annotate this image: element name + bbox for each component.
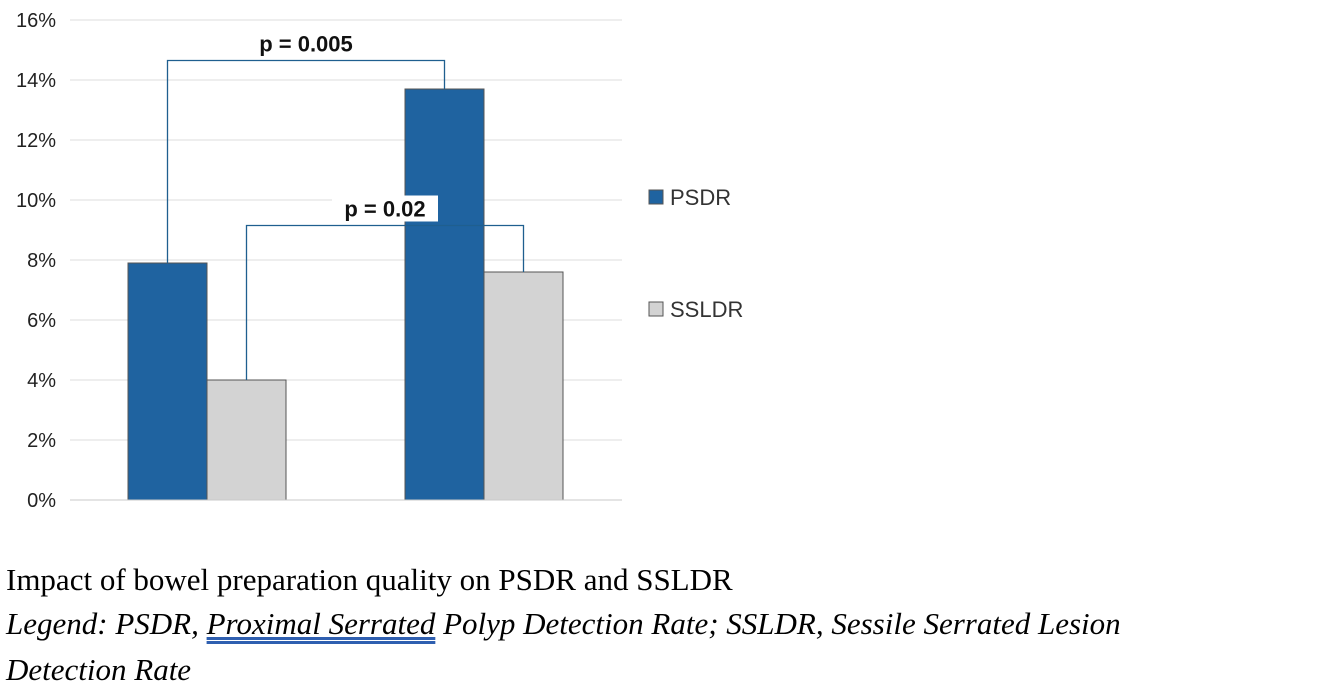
y-tick-label: 4% (27, 370, 56, 392)
legend-swatch-ssldr (648, 301, 664, 317)
y-tick-label: 6% (27, 310, 56, 332)
y-tick-label: 12% (16, 130, 56, 152)
bar-ssldr-1 (206, 379, 287, 501)
y-tick-label: 10% (16, 190, 56, 212)
bar-psdr-2 (404, 88, 485, 501)
legend-label-ssldr: SSLDR (670, 297, 743, 322)
significance-brackets: p = 0.005 p = 0.02 (166, 30, 525, 380)
y-tick-label: 0% (27, 490, 56, 512)
bar-psdr-1 (127, 262, 208, 501)
p-value-label: p = 0.02 (344, 197, 425, 222)
y-tick-label: 14% (16, 70, 56, 92)
legend-rest: Polyp Detection Rate; SSLDR, Sessile Ser… (435, 606, 1121, 641)
y-axis-ticks: 0% 2% 4% 6% 8% 10% 12% 14% 16% (16, 10, 56, 512)
y-tick-label: 16% (16, 10, 56, 32)
bar-chart: 0% 2% 4% 6% 8% 10% 12% 14% 16% p = 0.005 p = 0.02… (16, 10, 743, 512)
y-tick-label: 2% (27, 430, 56, 452)
figure-caption-title: Impact of bowel preparation quality on P… (6, 562, 733, 597)
bars (127, 88, 564, 501)
p-value-label-bg (247, 30, 365, 57)
legend-label-psdr: PSDR (670, 185, 731, 210)
y-tick-label: 8% (27, 250, 56, 272)
p-value-label: p = 0.005 (259, 32, 353, 57)
bar-ssldr-2 (483, 271, 564, 501)
chart-legend: PSDR SSLDR (648, 185, 743, 322)
legend-underlined-term: Proximal Serrated (206, 606, 436, 641)
legend-swatch-psdr (648, 189, 664, 205)
significance-bracket (245, 224, 525, 380)
significance-bracket (166, 59, 446, 263)
p-value-label-bg (332, 195, 438, 222)
legend-prefix: Legend: PSDR, (6, 606, 207, 641)
figure-caption-legend-continued: Detection Rate (6, 652, 192, 687)
figure-caption-legend: Legend: PSDR, Proximal Serrated Polyp De… (6, 606, 1121, 642)
